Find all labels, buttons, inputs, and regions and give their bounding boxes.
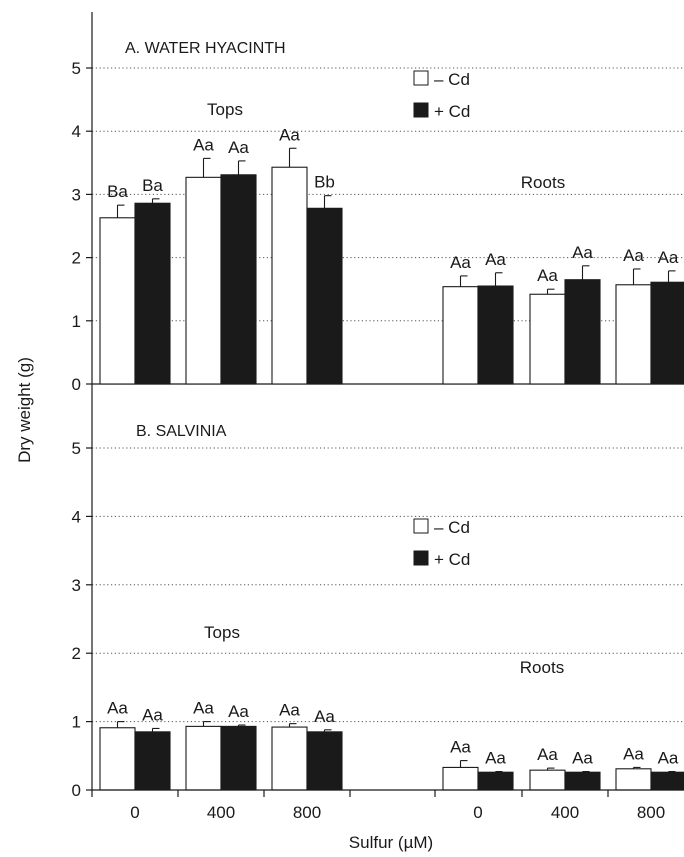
bar-minus-cd bbox=[99, 727, 136, 791]
legend-swatch-plus-cd bbox=[413, 550, 429, 566]
legend: – Cd + Cd bbox=[413, 518, 470, 569]
x-ticks: 0 400 800 0 400 800 bbox=[91, 790, 665, 822]
bar-minus-cd bbox=[615, 284, 652, 385]
legend-swatch-minus-cd bbox=[413, 518, 429, 534]
bar-minus-cd bbox=[271, 166, 308, 385]
y-tick-label: 4 bbox=[72, 122, 81, 141]
significance-label: Aa bbox=[193, 699, 214, 718]
significance-label: Aa bbox=[572, 749, 593, 768]
significance-label: Aa bbox=[450, 253, 471, 272]
significance-label: Aa bbox=[658, 248, 679, 267]
bar-plus-cd bbox=[650, 771, 684, 791]
group-label-roots: Roots bbox=[520, 658, 564, 677]
y-tick-label: 0 bbox=[72, 375, 81, 394]
bar-minus-cd bbox=[529, 293, 566, 385]
significance-label: Aa bbox=[658, 749, 679, 768]
significance-label: Ba bbox=[107, 182, 128, 201]
legend-swatch-minus-cd bbox=[413, 70, 429, 86]
bar-minus-cd bbox=[442, 286, 479, 385]
significance-label: Aa bbox=[485, 250, 506, 269]
x-tick-label: 800 bbox=[293, 803, 321, 822]
x-tick-label: 400 bbox=[207, 803, 235, 822]
significance-label: Aa bbox=[537, 266, 558, 285]
significance-label: Aa bbox=[279, 701, 300, 720]
y-tick-label: 3 bbox=[72, 185, 81, 204]
bar-minus-cd bbox=[615, 768, 652, 791]
x-tick-label: 0 bbox=[130, 803, 139, 822]
x-tick-label: 800 bbox=[637, 803, 665, 822]
significance-label: Aa bbox=[279, 125, 300, 144]
y-tick-label: 0 bbox=[72, 781, 81, 800]
x-tick-label: 400 bbox=[551, 803, 579, 822]
y-tick-label: 5 bbox=[72, 59, 81, 78]
y-tick-label: 2 bbox=[72, 249, 81, 268]
y-tick-label: 1 bbox=[72, 713, 81, 732]
significance-label: Bb bbox=[314, 173, 335, 192]
y-tick-label: 5 bbox=[72, 439, 81, 458]
y-tick-label: 2 bbox=[72, 644, 81, 663]
y-tick-label: 3 bbox=[72, 576, 81, 595]
bar-plus-cd bbox=[220, 725, 257, 791]
significance-label: Aa bbox=[537, 745, 558, 764]
bar-plus-cd bbox=[564, 771, 601, 791]
significance-label: Aa bbox=[142, 705, 163, 724]
group-label-tops: Tops bbox=[204, 623, 240, 642]
significance-label: Aa bbox=[485, 749, 506, 768]
panel-salvinia: 0 1 2 3 4 5 B. SALVINIA Tops Roots – Cd + Cd Aa Aa Aa… bbox=[72, 423, 684, 800]
bar-plus-cd bbox=[477, 771, 514, 791]
significance-label: Aa bbox=[450, 738, 471, 757]
legend-label-minus-cd: – Cd bbox=[434, 518, 470, 537]
panel-title: B. SALVINIA bbox=[136, 423, 227, 440]
legend-swatch-plus-cd bbox=[413, 102, 429, 118]
significance-label: Aa bbox=[623, 744, 644, 763]
bar-plus-cd bbox=[650, 281, 684, 385]
y-tick-label: 4 bbox=[72, 507, 81, 526]
significance-label: Ba bbox=[142, 176, 163, 195]
y-axis-title: Dry weight (g) bbox=[15, 357, 34, 463]
bar-plus-cd bbox=[134, 202, 171, 385]
significance-label: Aa bbox=[314, 707, 335, 726]
bar-minus-cd bbox=[185, 725, 222, 791]
significance-label: Aa bbox=[193, 135, 214, 154]
significance-label: Aa bbox=[623, 246, 644, 265]
x-axis-title: Sulfur (µM) bbox=[349, 833, 433, 852]
significance-label: Aa bbox=[572, 243, 593, 262]
bar-minus-cd bbox=[99, 217, 136, 385]
significance-label: Aa bbox=[228, 138, 249, 157]
bar-minus-cd bbox=[442, 766, 479, 791]
y-tick-label: 1 bbox=[72, 312, 81, 331]
significance-label: Aa bbox=[228, 702, 249, 721]
bar-minus-cd bbox=[271, 726, 308, 791]
significance-label: Aa bbox=[107, 699, 128, 718]
bar-plus-cd bbox=[306, 731, 343, 791]
x-tick-label: 0 bbox=[473, 803, 482, 822]
bar-plus-cd bbox=[477, 285, 514, 385]
panel-water-hyacinth: 0 1 2 3 4 5 A. WATER HYACINTH Tops Roots – Cd + Cd… bbox=[72, 40, 684, 394]
group-label-roots: Roots bbox=[521, 173, 565, 192]
bar-plus-cd bbox=[134, 731, 171, 791]
legend-label-minus-cd: – Cd bbox=[434, 70, 470, 89]
group-label-tops: Tops bbox=[207, 100, 243, 119]
bar-minus-cd bbox=[529, 769, 566, 791]
panel-title: A. WATER HYACINTH bbox=[125, 40, 286, 57]
bar-plus-cd bbox=[564, 279, 601, 385]
legend-label-plus-cd: + Cd bbox=[434, 102, 470, 121]
bar-minus-cd bbox=[185, 176, 222, 385]
bar-plus-cd bbox=[306, 207, 343, 385]
bar-plus-cd bbox=[220, 174, 257, 385]
legend: – Cd + Cd bbox=[413, 70, 470, 121]
legend-label-plus-cd: + Cd bbox=[434, 550, 470, 569]
